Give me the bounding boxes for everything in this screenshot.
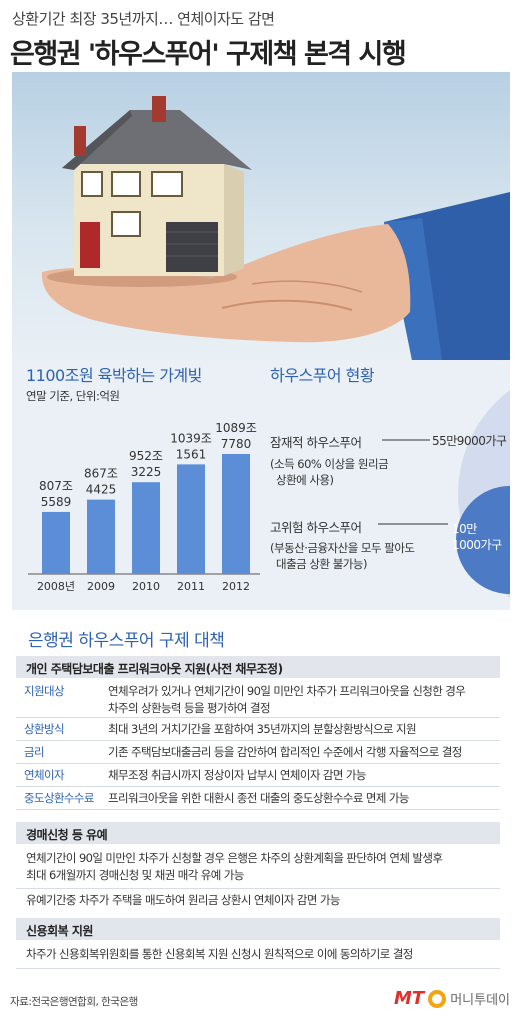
logo-circle-icon	[428, 989, 447, 1008]
bar-label-eok: 1561	[176, 447, 207, 461]
status-title: 하우스푸어 현황	[270, 366, 375, 385]
group-credit-recovery-title: 신용회복 지원	[16, 918, 500, 940]
measure-text: 연체우려가 있거나 연체기간이 90일 미만인 차주가 프리워크아웃을 신청한 …	[108, 683, 496, 717]
measure-row: 지원대상 연체우려가 있거나 연체기간이 90일 미만인 차주가 프리워크아웃을…	[16, 680, 500, 718]
high-risk-label: 고위험 하우스푸어	[270, 520, 362, 535]
source-note: 자료:전국은행연합회, 한국은행	[10, 996, 138, 1008]
x-tick-label: 2008년	[37, 580, 75, 593]
bar-label-jo: 1039조	[170, 431, 212, 445]
hero-illustration	[12, 72, 510, 360]
measure-text: 채무조정 취급시까지 정상이자 납부시 연체이자 감면 가능	[108, 768, 366, 782]
measure-label: 중도상환수수료	[24, 791, 94, 805]
page-title: 은행권 '하우스푸어' 구제책 본격 시행	[10, 39, 407, 70]
high-risk-desc-2: 대출금 상환 불가능)	[276, 557, 367, 571]
measure-row: 중도상환수수료 프리워크아웃을 위한 대환시 종전 대출의 중도상환수수료 면제…	[16, 787, 500, 810]
measure-row: 상환방식 최대 3년의 거치기간을 포함하여 35년까지의 분할상환방식으로 지…	[16, 718, 500, 741]
divider	[16, 968, 500, 969]
debt-bar	[42, 511, 70, 574]
subtitle: 상환기간 최장 35년까지… 연체이자도 감면	[12, 10, 275, 28]
auction-deferral-line-1: 연체기간이 90일 미만인 차주가 신청할 경우 은행은 차주의 상환계획을 판…	[26, 851, 443, 865]
logo-name-text: 머니투데이	[450, 993, 510, 1008]
measures-title: 은행권 하우스푸어 구제 대책	[28, 631, 225, 651]
latent-value: 55만9000가구	[432, 434, 507, 448]
x-tick-label: 2012	[222, 580, 250, 593]
chart-title: 1100조원 육박하는 가계빚	[26, 366, 202, 385]
measure-text: 프리워크아웃을 위한 대환시 종전 대출의 중도상환수수료 면제 가능	[108, 791, 409, 805]
household-debt-bar-chart: 807조 5589 2008년 867조 4425 2009 952조 3225 2010 103…	[28, 421, 260, 593]
house-poor-status-diagram	[378, 390, 510, 598]
measure-text: 기존 주택담보대출금리 등을 감안하여 합리적인 수준에서 각행 자율적으로 결…	[108, 745, 462, 759]
latent-desc-2: 상환에 사용)	[276, 473, 334, 487]
chart-panel: 1100조원 육박하는 가계빚 연말 기준, 단위:억원 807조 5589 200…	[12, 360, 510, 610]
bar-label-jo: 807조	[39, 479, 73, 493]
measure-text-line-2: 차주의 상환능력 등을 평가하여 결정	[108, 701, 271, 715]
house-on-hand-illustration	[41, 96, 510, 360]
group-auction-deferral-title: 경매신청 등 유예	[16, 822, 500, 844]
debt-bar	[87, 499, 115, 574]
chart-note: 연말 기준, 단위:억원	[26, 389, 120, 403]
debt-bar	[177, 464, 205, 574]
x-tick-label: 2011	[177, 580, 205, 593]
money-today-logo: MT 머니투데이	[394, 988, 510, 1009]
bar-label-eok: 7780	[221, 437, 252, 451]
measure-text: 최대 3년의 거치기간을 포함하여 35년까지의 분할상환방식으로 지원	[108, 722, 417, 736]
divider	[16, 888, 500, 889]
measure-label: 지원대상	[24, 684, 65, 698]
x-tick-label: 2009	[87, 580, 115, 593]
high-risk-value-1: 10만	[452, 522, 477, 536]
measure-label: 상환방식	[24, 722, 65, 736]
measure-label: 연체이자	[24, 768, 65, 782]
debt-bar	[132, 482, 160, 574]
latent-label: 잠재적 하우스푸어	[270, 435, 362, 450]
bar-label-jo: 1089조	[215, 421, 257, 435]
measure-row: 연체이자 채무조정 취급시까지 정상이자 납부시 연체이자 감면 가능	[16, 764, 500, 787]
high-risk-desc-1: (부동산·금융자산을 모두 팔아도	[270, 541, 415, 555]
bar-label-eok: 3225	[131, 465, 162, 479]
x-tick-label: 2010	[132, 580, 160, 593]
auction-deferral-line-2: 최대 6개월까지 경매신청 및 채권 매각 유예 가능	[26, 868, 244, 882]
measure-row: 금리 기존 주택담보대출금리 등을 감안하여 합리적인 수준에서 각행 자율적으…	[16, 741, 500, 764]
latent-desc-1: (소득 60% 이상을 원리금	[270, 457, 389, 471]
group-prework-out-title: 개인 주택담보대출 프리워크아웃 지원(사전 채무조정)	[16, 656, 500, 678]
bar-label-jo: 952조	[129, 449, 163, 463]
logo-mt-text: MT	[393, 988, 425, 1009]
credit-recovery-line-1: 차주가 신용회복위원회를 통한 신용회복 지원 신청시 원칙적으로 이에 동의하…	[26, 947, 413, 961]
high-risk-house-poor-circle	[456, 486, 510, 594]
bar-label-jo: 867조	[84, 467, 118, 481]
bar-label-eok: 5589	[41, 495, 72, 509]
auction-deferral-line-3: 유예기간중 차주가 주택을 매도하여 원리금 상환시 연체이자 감면 가능	[26, 893, 340, 907]
measure-label: 금리	[24, 745, 45, 759]
debt-bar	[222, 454, 250, 574]
high-risk-value-2: 1000가구	[452, 538, 502, 552]
measure-text-line-1: 연체우려가 있거나 연체기간이 90일 미만인 차주가 프리워크아웃을 신청한 …	[108, 684, 466, 698]
bar-label-eok: 4425	[86, 483, 117, 497]
